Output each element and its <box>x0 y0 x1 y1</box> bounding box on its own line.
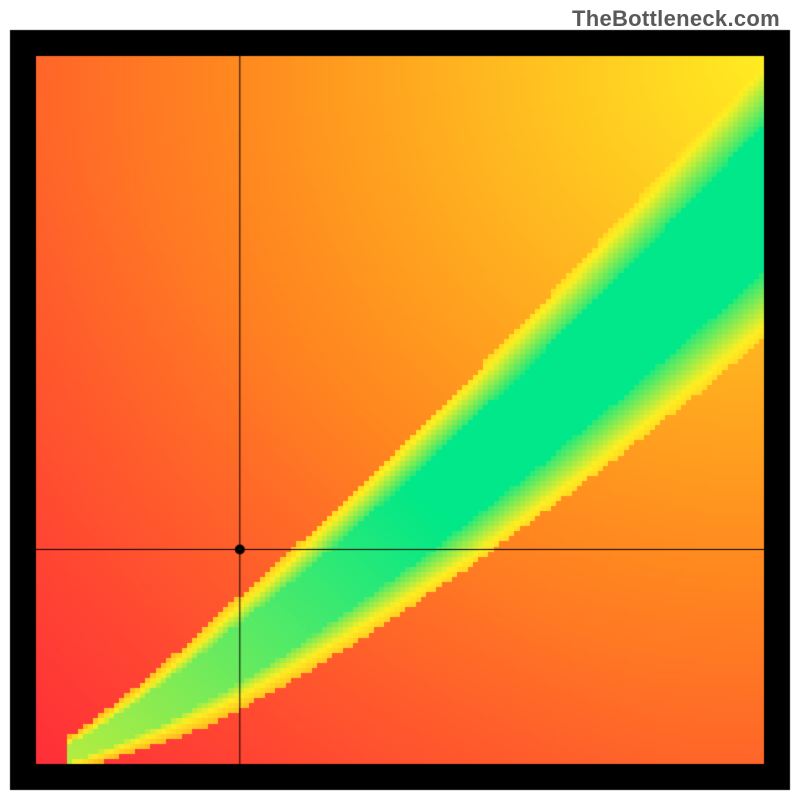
heatmap-canvas <box>0 0 800 800</box>
watermark-text: TheBottleneck.com <box>572 6 780 32</box>
bottleneck-heatmap-container: TheBottleneck.com <box>0 0 800 800</box>
